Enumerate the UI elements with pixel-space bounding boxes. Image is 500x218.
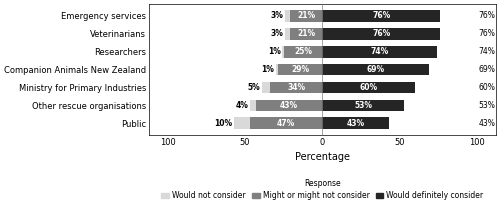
Text: 25%: 25% [294,47,312,56]
Text: 29%: 29% [291,65,309,74]
Text: 10%: 10% [214,119,232,128]
Legend: Would not consider, Might or might not consider, Would definitely consider: Would not consider, Might or might not c… [158,175,486,203]
Text: 69%: 69% [479,65,496,74]
Bar [322,64,430,75]
Text: 1%: 1% [262,65,274,74]
Text: 76%: 76% [479,11,496,20]
X-axis label: Percentage: Percentage [295,152,350,162]
Text: 76%: 76% [372,29,390,38]
Text: 43%: 43% [479,119,496,128]
Text: 34%: 34% [287,83,305,92]
Bar [256,100,322,111]
Text: 43%: 43% [346,119,365,128]
Text: 21%: 21% [297,29,316,38]
Bar [322,28,440,40]
Bar [322,10,440,22]
Text: 74%: 74% [370,47,389,56]
Bar [276,64,278,75]
Bar [322,46,437,58]
Text: 1%: 1% [268,47,280,56]
Text: 53%: 53% [354,101,372,110]
Text: 74%: 74% [479,47,496,56]
Bar [290,28,322,40]
Text: 69%: 69% [367,65,385,74]
Text: 4%: 4% [236,101,248,110]
Text: 60%: 60% [360,83,378,92]
Text: 21%: 21% [297,11,316,20]
Text: 5%: 5% [248,83,260,92]
Bar [250,100,256,111]
Text: 43%: 43% [280,101,298,110]
Bar [282,46,284,58]
Text: 3%: 3% [271,11,284,20]
Bar [262,82,270,93]
Text: 3%: 3% [271,29,284,38]
Text: 76%: 76% [479,29,496,38]
Bar [278,64,322,75]
Bar [284,46,323,58]
Bar [234,118,250,129]
Bar [286,28,290,40]
Bar [270,82,322,93]
Text: 47%: 47% [277,119,295,128]
Bar [322,82,416,93]
Bar [286,10,290,22]
Bar [322,100,404,111]
Text: 53%: 53% [479,101,496,110]
Text: 76%: 76% [372,11,390,20]
Bar [290,10,322,22]
Text: 60%: 60% [479,83,496,92]
Bar [250,118,322,129]
Bar [322,118,389,129]
